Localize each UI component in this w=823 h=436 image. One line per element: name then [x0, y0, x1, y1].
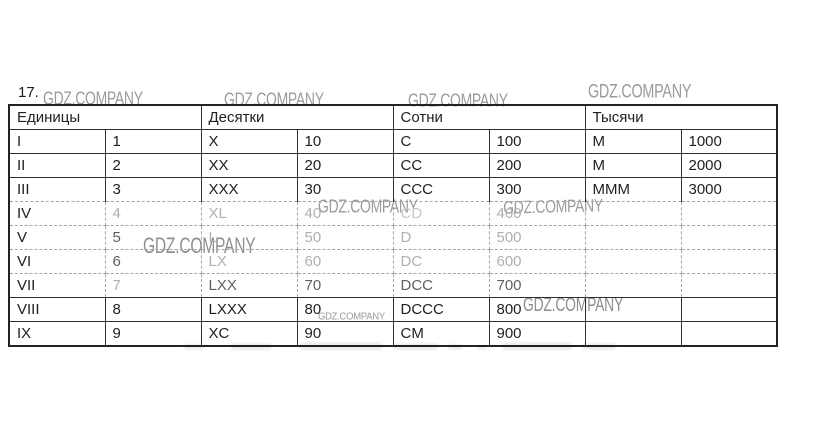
roman-numeral-cell: L: [200, 225, 298, 250]
roman-numeral-cell: CC: [392, 153, 490, 178]
roman-numeral-cell: XC: [200, 321, 298, 347]
roman-numeral-cell: DC: [392, 249, 490, 274]
roman-numeral-cell: MMM: [584, 177, 682, 202]
arabic-value-cell: 300: [488, 177, 586, 202]
arabic-value-cell: 1000: [680, 129, 778, 154]
arabic-value-cell: 50: [296, 225, 394, 250]
arabic-value-cell: 40: [296, 201, 394, 226]
roman-numeral-cell: LX: [200, 249, 298, 274]
arabic-value-cell: 6: [104, 249, 202, 274]
arabic-value-cell: 3000: [680, 177, 778, 202]
header-hundreds: Сотни: [392, 104, 586, 130]
arabic-value-cell: 700: [488, 273, 586, 298]
arabic-value-cell: 2000: [680, 153, 778, 178]
arabic-value-cell: 8: [104, 297, 202, 322]
arabic-value-cell: 70: [296, 273, 394, 298]
table-row: VII 7 LXX 70 DCC 700: [8, 273, 778, 298]
roman-numeral-cell: CM: [392, 321, 490, 347]
arabic-value-cell: 90: [296, 321, 394, 347]
roman-numeral-cell: VI: [8, 249, 106, 274]
table-row: IV 4 XL 40 CD 400: [8, 201, 778, 226]
header-tens: Десятки: [200, 104, 394, 130]
arabic-value-cell: 80: [296, 297, 394, 322]
arabic-value-cell: 60: [296, 249, 394, 274]
roman-numeral-cell: [584, 249, 682, 274]
arabic-value-cell: [680, 249, 778, 274]
table-row: VIII 8 LXXX 80 DCCC 800: [8, 297, 778, 322]
arabic-value-cell: 7: [104, 273, 202, 298]
table-row: II 2 XX 20 CC 200 M 2000: [8, 153, 778, 178]
exercise-number: 17.: [18, 84, 39, 101]
arabic-value-cell: 20: [296, 153, 394, 178]
roman-numeral-cell: XXX: [200, 177, 298, 202]
roman-numeral-cell: VIII: [8, 297, 106, 322]
roman-numeral-cell: [584, 201, 682, 226]
arabic-value-cell: 10: [296, 129, 394, 154]
arabic-value-cell: 400: [488, 201, 586, 226]
arabic-value-cell: [680, 201, 778, 226]
arabic-value-cell: [680, 273, 778, 298]
roman-numeral-cell: II: [8, 153, 106, 178]
arabic-value-cell: 900: [488, 321, 586, 347]
arabic-value-cell: [680, 297, 778, 322]
arabic-value-cell: [680, 321, 778, 347]
roman-numeral-cell: M: [584, 129, 682, 154]
table-row: III 3 XXX 30 CCC 300 MMM 3000: [8, 177, 778, 202]
roman-numeral-cell: [584, 297, 682, 322]
roman-numeral-cell: D: [392, 225, 490, 250]
arabic-value-cell: 30: [296, 177, 394, 202]
roman-numeral-cell: VII: [8, 273, 106, 298]
roman-numeral-cell: X: [200, 129, 298, 154]
roman-numeral-cell: III: [8, 177, 106, 202]
arabic-value-cell: [680, 225, 778, 250]
table-row: I 1 X 10 C 100 M 1000: [8, 129, 778, 154]
arabic-value-cell: 1: [104, 129, 202, 154]
roman-numeral-cell: [584, 273, 682, 298]
arabic-value-cell: 4: [104, 201, 202, 226]
roman-numeral-cell: DCC: [392, 273, 490, 298]
roman-numeral-cell: IV: [8, 201, 106, 226]
roman-numeral-cell: I: [8, 129, 106, 154]
arabic-value-cell: 2: [104, 153, 202, 178]
table-row: VI 6 LX 60 DC 600: [8, 249, 778, 274]
roman-numeral-cell: DCCC: [392, 297, 490, 322]
header-thousands: Тысячи: [584, 104, 778, 130]
arabic-value-cell: 100: [488, 129, 586, 154]
roman-numeral-cell: XL: [200, 201, 298, 226]
roman-numeral-cell: M: [584, 153, 682, 178]
roman-numeral-cell: XX: [200, 153, 298, 178]
roman-numeral-cell: C: [392, 129, 490, 154]
header-units: Единицы: [8, 104, 202, 130]
roman-numeral-cell: [584, 225, 682, 250]
arabic-value-cell: 500: [488, 225, 586, 250]
arabic-value-cell: 800: [488, 297, 586, 322]
gdz-watermark: GDZ.COMPANY: [588, 82, 692, 103]
roman-numeral-cell: LXXX: [200, 297, 298, 322]
table-header-row: Единицы Десятки Сотни Тысячи: [8, 104, 778, 130]
arabic-value-cell: 9: [104, 321, 202, 347]
roman-numeral-cell: V: [8, 225, 106, 250]
roman-numeral-cell: [584, 321, 682, 347]
roman-numeral-cell: IX: [8, 321, 106, 347]
roman-numerals-table: Единицы Десятки Сотни Тысячи I 1 X 10 C 100 M 1…: [8, 104, 778, 347]
arabic-value-cell: 600: [488, 249, 586, 274]
roman-numeral-cell: CD: [392, 201, 490, 226]
table-row: V 5 L 50 D 500: [8, 225, 778, 250]
roman-numeral-cell: LXX: [200, 273, 298, 298]
arabic-value-cell: 5: [104, 225, 202, 250]
table-row: IX 9 XC 90 CM 900: [8, 321, 778, 347]
arabic-value-cell: 200: [488, 153, 586, 178]
roman-numeral-cell: CCC: [392, 177, 490, 202]
arabic-value-cell: 3: [104, 177, 202, 202]
